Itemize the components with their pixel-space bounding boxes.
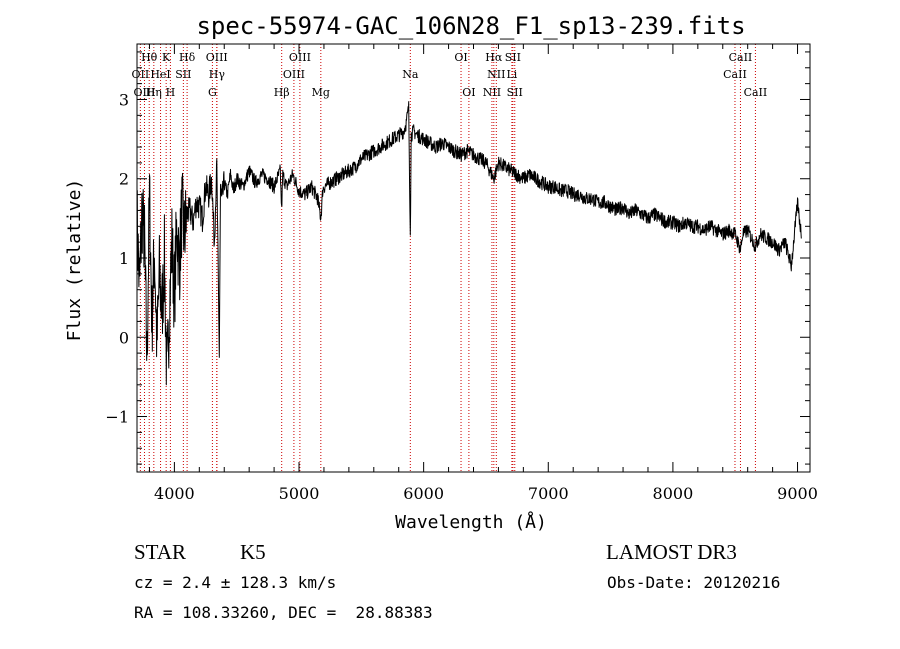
spectral-line-label: Mg: [312, 86, 330, 99]
y-axis-ticks: −1 0 1 2 3: [105, 51, 810, 465]
spectral-line-markers: [139, 44, 756, 472]
y-tick-label: −1: [105, 408, 129, 427]
spectral-line-label: Hθ: [141, 51, 158, 64]
plot-frame: [136, 43, 811, 473]
spectral-line-label: Hη: [146, 86, 162, 99]
spectral-line-label: H: [166, 86, 176, 99]
spectral-line-label: HeI: [150, 68, 170, 81]
spectral-line-label: Hδ: [179, 51, 196, 64]
redshift-velocity: cz = 2.4 ± 128.3 km/s: [134, 573, 337, 592]
y-tick-label: 1: [119, 249, 129, 268]
survey-name: LAMOST DR3: [606, 540, 737, 564]
spectral-line-label: Li: [506, 68, 517, 81]
observation-date: Obs-Date: 20120216: [607, 573, 781, 592]
spectral-line-label: OIII: [289, 51, 311, 64]
x-axis-ticks: 4000 5000 6000 7000 8000 9000: [148, 44, 818, 503]
spectral-line-label: CaII: [729, 51, 753, 64]
object-subclass: K5: [240, 540, 266, 564]
spectral-line-label: Hα: [485, 51, 503, 64]
spectral-line-label: OIII: [283, 68, 305, 81]
y-tick-label: 2: [119, 170, 129, 189]
y-axis-label: Flux (relative): [64, 179, 85, 342]
spectral-line-label: Hβ: [274, 86, 290, 99]
spectral-line-label: OIII: [133, 86, 155, 99]
spectral-line-label: SII: [505, 51, 521, 64]
spectral-line-label: OI: [454, 51, 467, 64]
spectral-line-label: Na: [402, 68, 419, 81]
spectral-line-label: SII: [507, 86, 523, 99]
chart-title: spec-55974-GAC_106N28_F1_sp13-239.fits: [196, 12, 745, 40]
spectral-line-label: NII: [483, 86, 501, 99]
x-tick-label: 8000: [653, 484, 694, 503]
spectral-line-label: CaII: [723, 68, 747, 81]
spectral-line-label: NII: [487, 68, 505, 81]
spectral-line-label: CaII: [744, 86, 768, 99]
spectral-line-label: SII: [175, 68, 191, 81]
x-tick-label: 7000: [528, 484, 569, 503]
spectral-line-label: OII: [132, 68, 150, 81]
object-class: STAR: [134, 540, 186, 564]
spectral-line-label: G: [208, 86, 217, 99]
x-axis-label: Wavelength (Å): [395, 511, 547, 533]
x-tick-label: 6000: [403, 484, 444, 503]
y-tick-label: 0: [119, 328, 129, 347]
x-tick-label: 4000: [154, 484, 195, 503]
flux-series: [136, 101, 802, 386]
spectral-line-label: K: [162, 51, 171, 64]
y-tick-label: 3: [119, 90, 129, 109]
spectral-line-label: Hγ: [209, 68, 226, 81]
x-tick-label: 9000: [777, 484, 818, 503]
spectral-line-label: OI: [462, 86, 475, 99]
spectral-line-label: OIII: [206, 51, 228, 64]
sky-coordinates: RA = 108.33260, DEC = 28.88383: [134, 603, 433, 622]
flux-line: [136, 101, 802, 386]
x-tick-label: 5000: [279, 484, 320, 503]
